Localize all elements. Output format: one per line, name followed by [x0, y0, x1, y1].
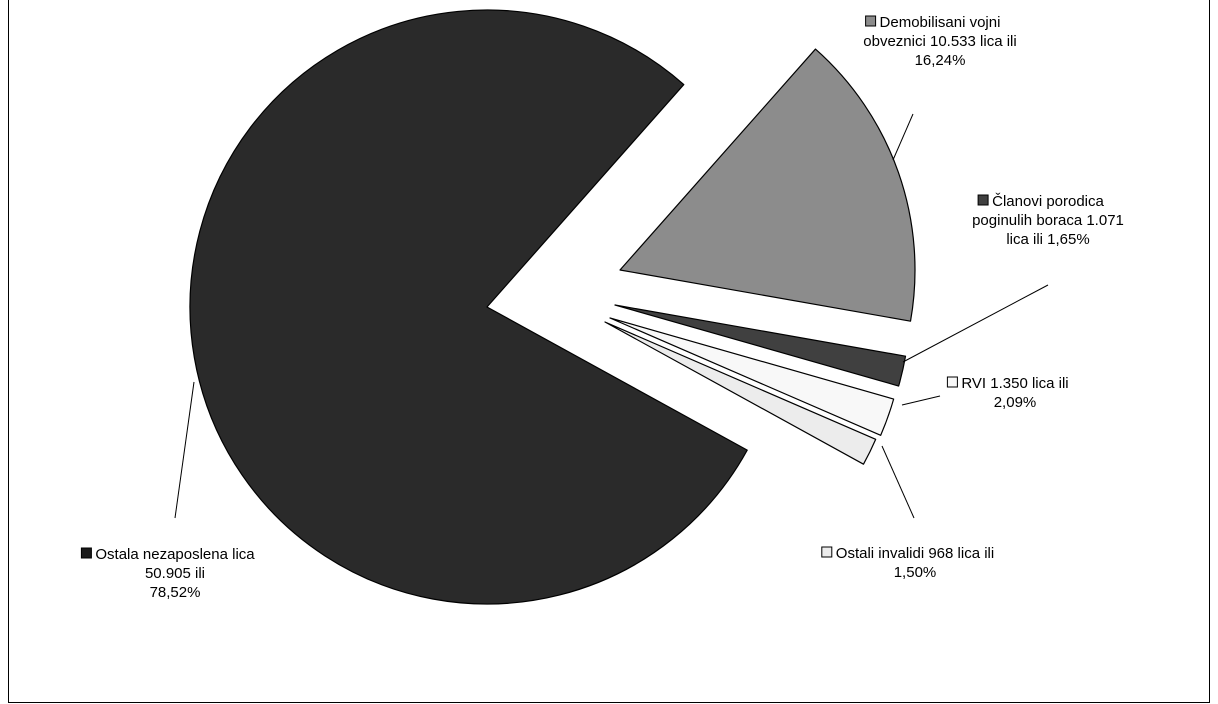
slice-label-line: Članovi porodica — [992, 193, 1104, 210]
leader-line — [881, 445, 915, 519]
legend-key — [946, 376, 958, 388]
pie-slice — [614, 304, 907, 387]
pie-slice — [604, 321, 877, 465]
slice-label-line: poginulih boraca 1.071 — [972, 212, 1124, 229]
legend-key — [80, 547, 92, 559]
pie-slice — [609, 317, 895, 436]
chart-frame — [8, 0, 1210, 703]
slices-layer — [189, 9, 916, 605]
legend-key — [977, 194, 989, 206]
slice-label-line: Ostali invalidi 968 lica ili — [836, 545, 994, 562]
slice-label: Demobilisani vojni obveznici 10.533 lica … — [863, 14, 1016, 69]
pie-slice — [619, 48, 916, 322]
slice-label: Ostali invalidi 968 lica ili 1,50% — [821, 545, 994, 581]
leader-line — [174, 381, 195, 519]
slice-label-line: Ostala nezaposlena lica — [95, 546, 255, 563]
slice-label-line: lica ili 1,65% — [1006, 231, 1089, 248]
slice-label-line: 2,09% — [994, 394, 1037, 411]
labels-layer: Demobilisani vojni obveznici 10.533 lica … — [80, 14, 1124, 601]
pie-slice — [189, 9, 748, 605]
slice-label-line: RVI 1.350 lica ili — [961, 375, 1068, 392]
slice-label: RVI 1.350 lica ili 2,09% — [946, 375, 1069, 411]
slice-label-line: 50.905 ili — [145, 565, 205, 582]
slice-label-line: 78,52% — [150, 584, 201, 601]
slice-label-line: Demobilisani vojni — [880, 14, 1001, 31]
legend-key — [821, 546, 833, 558]
slice-label-line: 1,50% — [894, 564, 937, 581]
leader-line — [892, 113, 914, 161]
leader-line — [901, 395, 941, 406]
slice-label-line: obveznici 10.533 lica ili — [863, 33, 1016, 50]
leader-line — [902, 284, 1049, 363]
slice-label: Članovi porodica poginulih boraca 1.071 li… — [972, 193, 1124, 248]
slice-label: Ostala nezaposlena lica 50.905 ili 78,52% — [80, 546, 255, 601]
slice-label-line: 16,24% — [915, 52, 966, 69]
legend-key — [865, 15, 877, 27]
leader-lines-layer — [174, 113, 1049, 519]
